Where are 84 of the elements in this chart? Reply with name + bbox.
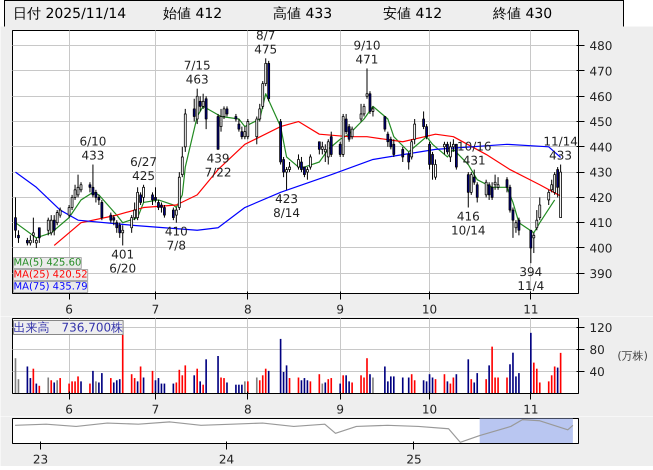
- y-tick-label: 120: [590, 320, 612, 335]
- text: 高値 433: [273, 5, 334, 24]
- x-tick-label: 9: [336, 402, 344, 416]
- annotation: 7/15 463: [184, 58, 211, 87]
- candlestick: [484, 179, 488, 198]
- annotation: 416 10/14: [450, 210, 486, 238]
- candlestick: [109, 212, 112, 224]
- y-tick-label: 40: [590, 364, 605, 379]
- annotation: 410 7/8: [164, 224, 188, 253]
- y-tick-label: 470: [590, 64, 612, 78]
- y-tick-label: 410: [590, 216, 612, 230]
- candlestick: [100, 199, 104, 221]
- x-tick-label: 11: [523, 402, 538, 416]
- annotation: 423 8/14: [273, 192, 300, 220]
- x-tick-label: 9: [336, 302, 344, 316]
- candlestick: [532, 232, 536, 254]
- candlestick: [350, 126, 354, 140]
- candlestick: [384, 116, 386, 132]
- y-tick-label: 440: [590, 140, 612, 154]
- candlestick: [518, 217, 520, 236]
- candlestick: [496, 176, 500, 190]
- candlestick: [449, 141, 452, 162]
- annotation: 9/10 471: [354, 38, 380, 66]
- x-tick-label: 6: [65, 402, 73, 416]
- y-tick-label: 420: [590, 190, 612, 205]
- candlestick: [142, 184, 145, 203]
- annotation: 6/10 433: [79, 134, 106, 163]
- text: MA(25) 420.52: [14, 270, 88, 280]
- candlestick: [466, 172, 470, 208]
- candlestick: [192, 98, 196, 122]
- y-tick-label: 460: [590, 90, 612, 104]
- candlestick: [160, 202, 163, 214]
- candlestick: [386, 131, 390, 148]
- candlestick: [204, 96, 208, 130]
- candlestick: [318, 141, 321, 155]
- text: 日付 2025/11/14: [13, 5, 128, 24]
- candlestick: [392, 138, 396, 158]
- candlestick: [46, 217, 50, 236]
- x-tick-label: 10: [422, 302, 438, 316]
- candlestick: [172, 207, 175, 221]
- y-tick-label: 450: [590, 115, 612, 130]
- y-tick-label: 400: [590, 241, 612, 256]
- candlestick: [196, 88, 199, 125]
- candlestick: [324, 144, 327, 162]
- x-tick-label: 23: [32, 452, 48, 466]
- candlestick: [529, 230, 532, 264]
- x-tick-label: 24: [218, 452, 234, 466]
- text: MA(5) 425.60: [14, 258, 82, 268]
- annotation: 401 6/20: [109, 247, 136, 276]
- x-tick-label: 11: [523, 302, 538, 316]
- x-tick-label: 7: [152, 402, 160, 416]
- annotation: 6/27 425: [130, 154, 158, 183]
- x-tick-label: 25: [406, 452, 422, 466]
- candlestick: [246, 118, 250, 140]
- y-tick-label: 80: [590, 342, 605, 357]
- candlestick: [401, 146, 404, 162]
- candlestick: [488, 182, 490, 200]
- x-tick-label: 7: [152, 302, 160, 316]
- x-tick-label: 10: [422, 402, 438, 416]
- x-tick-label: 6: [65, 302, 73, 316]
- y-axis-title: (万株): [617, 350, 648, 362]
- candlestick: [470, 172, 473, 196]
- candlestick: [226, 106, 228, 117]
- text: MA(75) 435.79: [14, 282, 88, 292]
- y-tick-label: 430: [590, 166, 612, 180]
- candlestick: [76, 174, 80, 198]
- x-tick-label: 8: [244, 402, 252, 416]
- chart-title: 出来高 736,700株: [14, 320, 124, 334]
- y-tick-label: 480: [590, 39, 612, 54]
- candlestick: [151, 192, 154, 206]
- text: 安値 412: [383, 5, 444, 24]
- annotation: 8/7 475: [254, 28, 278, 56]
- candlestick: [360, 103, 362, 122]
- y-tick-label: 390: [590, 266, 612, 281]
- candlestick: [297, 154, 300, 170]
- candlestick: [163, 204, 166, 218]
- x-tick-label: 8: [244, 302, 252, 316]
- candlestick: [443, 141, 446, 155]
- annotation: 394 11/4: [517, 265, 544, 294]
- candlestick: [50, 214, 53, 236]
- text: 始値 412: [163, 5, 224, 24]
- annotation: 11/14 433: [543, 134, 578, 163]
- candlestick: [300, 156, 303, 173]
- text: 終値 430: [493, 5, 554, 24]
